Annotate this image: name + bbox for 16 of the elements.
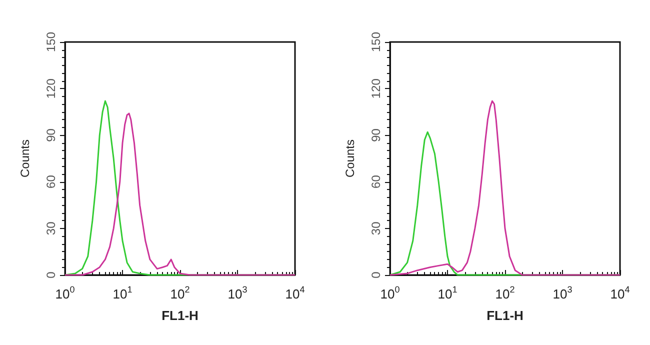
y-tick-label: 150	[44, 32, 58, 52]
y-tick-label: 60	[44, 174, 58, 188]
y-tick-label: 30	[44, 221, 58, 236]
y-axis-title: Counts	[343, 139, 357, 178]
y-tick-label: 120	[44, 78, 58, 99]
y-tick-label: 30	[369, 221, 383, 236]
y-axis-title: Counts	[18, 139, 32, 178]
y-tick-label: 0	[369, 271, 383, 278]
y-tick-label: 60	[369, 174, 383, 188]
x-axis-title: FL1-H	[162, 308, 198, 323]
y-tick-label: 120	[369, 78, 383, 99]
y-tick-label: 150	[369, 32, 383, 52]
x-axis-title: FL1-H	[486, 308, 524, 323]
y-tick-label: 90	[369, 128, 383, 142]
y-tick-label: 90	[44, 128, 58, 142]
y-tick-label: 0	[44, 271, 58, 278]
